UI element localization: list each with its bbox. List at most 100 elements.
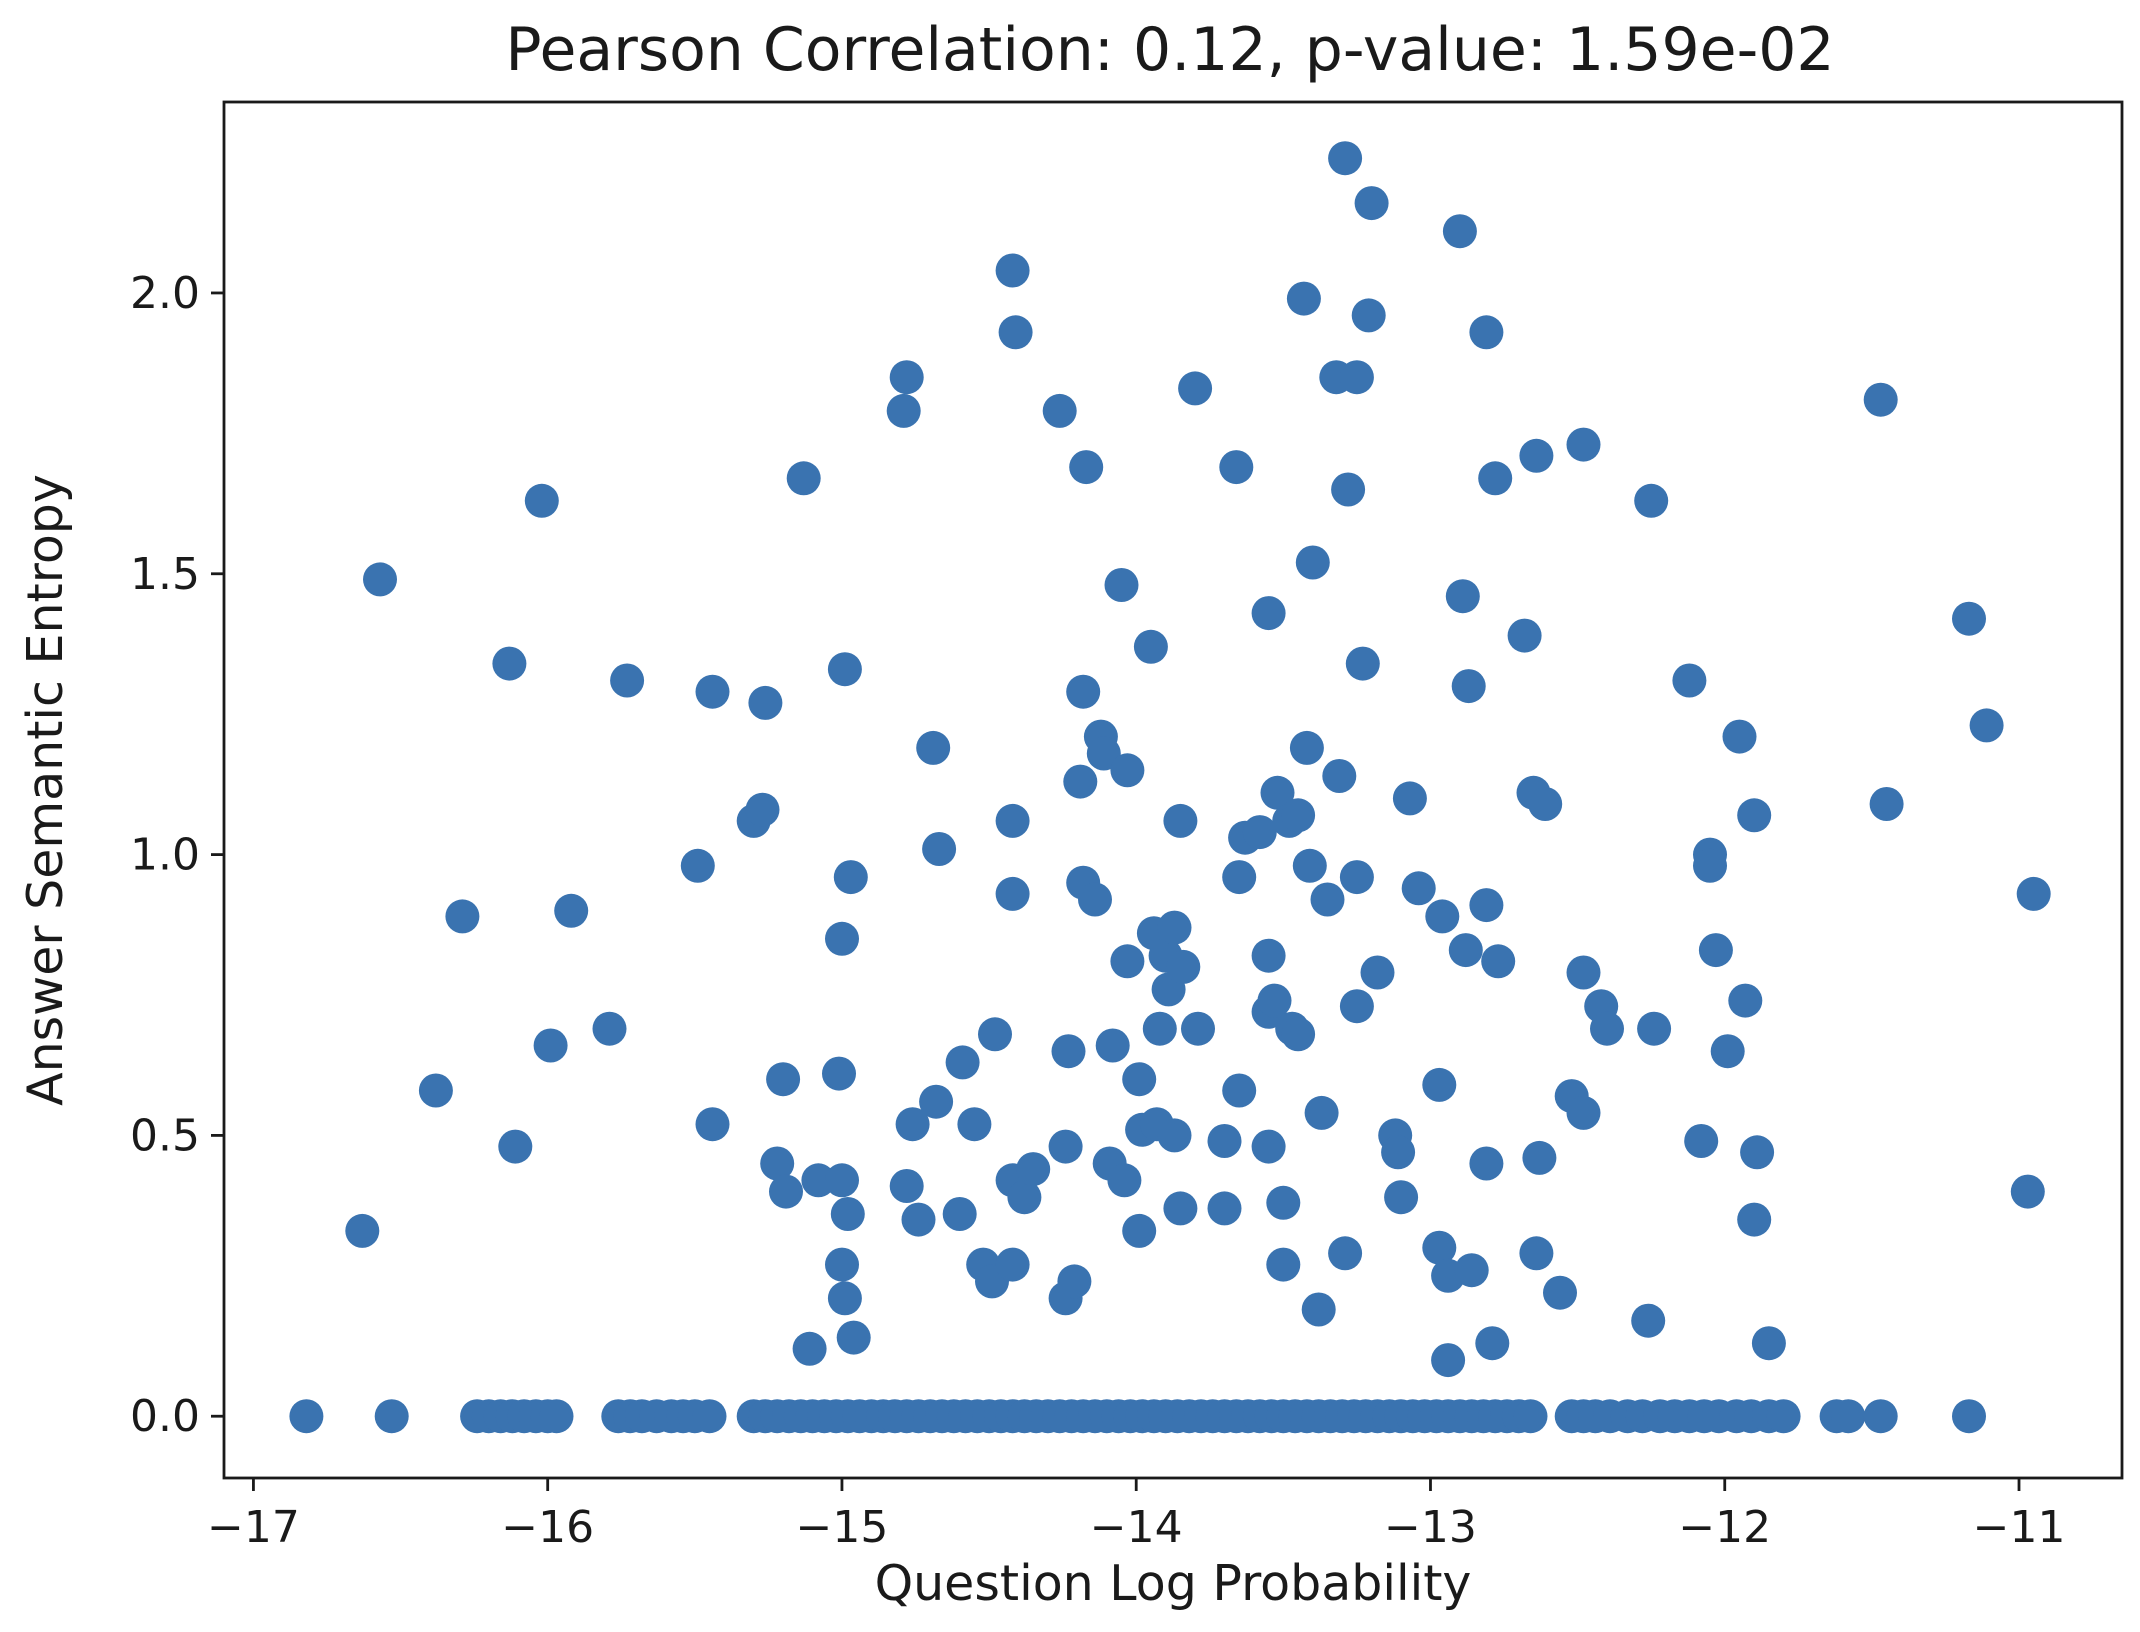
data-point bbox=[1122, 1062, 1157, 1097]
data-point bbox=[769, 1174, 803, 1209]
data-point bbox=[836, 1320, 871, 1355]
data-point bbox=[1566, 427, 1601, 462]
data-point bbox=[1095, 1028, 1130, 1063]
data-point bbox=[1107, 1163, 1142, 1198]
data-point bbox=[748, 685, 783, 720]
data-point bbox=[1266, 1185, 1301, 1220]
data-point bbox=[498, 1129, 533, 1164]
data-point bbox=[1310, 882, 1345, 917]
data-point bbox=[825, 1163, 859, 1198]
data-point bbox=[1251, 596, 1286, 631]
data-point bbox=[825, 921, 859, 956]
data-point bbox=[1289, 730, 1324, 765]
data-point bbox=[1631, 1303, 1666, 1338]
plot-area bbox=[222, 100, 2124, 1480]
x-tick-label: −17 bbox=[207, 1502, 300, 1553]
data-point bbox=[978, 1017, 1012, 1052]
data-point bbox=[2010, 1174, 2045, 1209]
data-point bbox=[1016, 1152, 1051, 1187]
data-point bbox=[1086, 736, 1121, 771]
data-point bbox=[830, 1197, 865, 1231]
data-point bbox=[1110, 753, 1145, 788]
data-point bbox=[1672, 663, 1707, 698]
data-point bbox=[289, 1399, 324, 1434]
data-point bbox=[1737, 1202, 1772, 1237]
data-point bbox=[1637, 1011, 1672, 1046]
data-point bbox=[833, 860, 868, 895]
data-point bbox=[1513, 1399, 1548, 1434]
data-point bbox=[1266, 1247, 1301, 1282]
data-point bbox=[1519, 1236, 1554, 1271]
data-point bbox=[1157, 910, 1192, 945]
data-point bbox=[1566, 1095, 1601, 1130]
data-point bbox=[1178, 371, 1213, 406]
data-point bbox=[1952, 601, 1986, 636]
data-point bbox=[1422, 1230, 1457, 1265]
data-point bbox=[1952, 1399, 1986, 1434]
data-point bbox=[1339, 860, 1374, 895]
data-point bbox=[1481, 944, 1516, 979]
data-point bbox=[1051, 1034, 1086, 1069]
data-point bbox=[1478, 461, 1513, 496]
x-tick-label: −15 bbox=[796, 1502, 889, 1553]
data-point bbox=[1507, 618, 1542, 653]
data-point bbox=[610, 663, 645, 698]
data-point bbox=[945, 1045, 980, 1080]
data-point bbox=[1722, 719, 1757, 754]
data-point bbox=[995, 803, 1030, 838]
data-point bbox=[942, 1197, 977, 1231]
data-point bbox=[1219, 450, 1254, 485]
x-tick-label: −14 bbox=[1090, 1502, 1183, 1553]
data-point bbox=[1469, 315, 1504, 350]
data-point bbox=[1163, 1191, 1198, 1226]
data-point bbox=[766, 1062, 801, 1097]
data-point bbox=[363, 562, 397, 597]
data-points bbox=[289, 141, 2051, 1434]
data-point bbox=[1331, 472, 1366, 507]
data-point bbox=[1863, 382, 1898, 417]
data-point bbox=[957, 1107, 992, 1142]
data-point bbox=[1351, 298, 1386, 333]
data-point bbox=[1566, 955, 1601, 990]
data-point bbox=[1442, 214, 1477, 249]
data-point bbox=[1522, 1140, 1557, 1175]
data-point bbox=[1469, 1146, 1504, 1181]
data-point bbox=[1295, 545, 1330, 580]
data-point bbox=[1869, 787, 1904, 821]
data-point bbox=[1301, 1292, 1336, 1327]
data-point bbox=[889, 360, 924, 395]
data-point bbox=[1328, 141, 1363, 176]
data-point bbox=[1381, 1135, 1416, 1170]
data-point bbox=[1328, 1236, 1363, 1271]
data-point bbox=[1448, 933, 1483, 968]
data-point bbox=[692, 1399, 727, 1434]
data-point bbox=[1157, 1118, 1192, 1153]
data-point bbox=[1260, 775, 1295, 810]
data-point bbox=[827, 652, 862, 687]
data-point bbox=[760, 1146, 795, 1181]
data-point bbox=[345, 1213, 380, 1248]
y-axis: 0.0 0.5 1.0 1.5 2.0 bbox=[130, 268, 224, 1442]
data-point bbox=[1710, 1034, 1745, 1069]
data-point bbox=[1292, 848, 1327, 883]
x-axis-label: Question Log Probability bbox=[875, 1555, 1472, 1612]
data-point bbox=[1104, 568, 1139, 602]
data-point bbox=[1698, 933, 1733, 968]
x-axis: −17 −16 −15 −14 −13 −12 −11 bbox=[207, 1478, 2065, 1553]
data-point bbox=[1063, 764, 1098, 799]
data-point bbox=[524, 483, 559, 518]
data-point bbox=[1969, 708, 2004, 743]
data-point bbox=[374, 1399, 409, 1434]
y-tick-label: 1.0 bbox=[130, 830, 200, 881]
data-point bbox=[786, 461, 821, 496]
data-point bbox=[1257, 983, 1292, 1018]
x-tick-label: −11 bbox=[1973, 1502, 2066, 1553]
data-point bbox=[1634, 483, 1669, 518]
data-point bbox=[1042, 393, 1077, 428]
data-point bbox=[533, 1028, 568, 1063]
data-point bbox=[1360, 955, 1395, 990]
data-point bbox=[1110, 944, 1145, 979]
data-point bbox=[895, 1107, 930, 1142]
data-point bbox=[1122, 1213, 1157, 1248]
